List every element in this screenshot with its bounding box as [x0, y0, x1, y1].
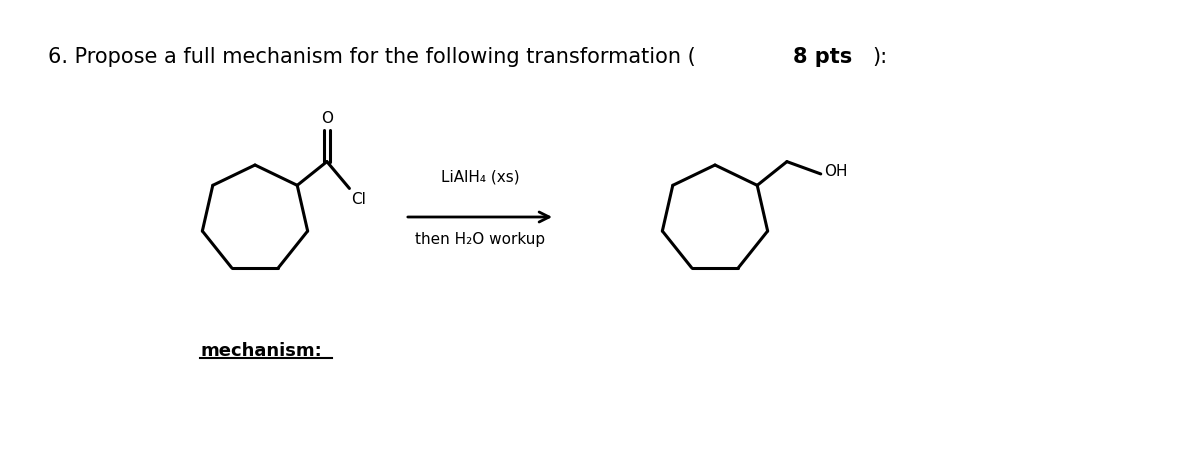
Text: then H₂O workup: then H₂O workup: [415, 232, 545, 247]
Text: ):: ):: [872, 47, 887, 67]
Text: mechanism:: mechanism:: [200, 342, 322, 360]
Text: 8 pts: 8 pts: [793, 47, 852, 67]
Text: LiAlH₄ (xs): LiAlH₄ (xs): [440, 170, 520, 185]
Text: OH: OH: [823, 164, 847, 179]
Text: 6. Propose a full mechanism for the following transformation (: 6. Propose a full mechanism for the foll…: [48, 47, 696, 67]
Text: Cl: Cl: [352, 192, 366, 207]
Text: O: O: [320, 111, 332, 126]
